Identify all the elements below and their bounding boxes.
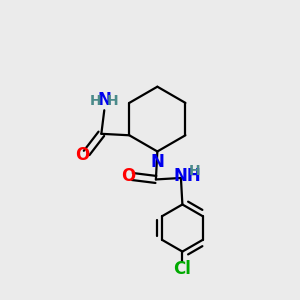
Text: N: N: [97, 91, 111, 109]
Text: Cl: Cl: [173, 260, 191, 278]
Text: O: O: [121, 167, 135, 185]
Text: H: H: [90, 94, 102, 108]
Text: H: H: [188, 164, 200, 178]
Text: H: H: [107, 94, 118, 108]
Text: NH: NH: [173, 167, 201, 185]
Text: N: N: [150, 153, 164, 171]
Text: O: O: [75, 146, 89, 164]
